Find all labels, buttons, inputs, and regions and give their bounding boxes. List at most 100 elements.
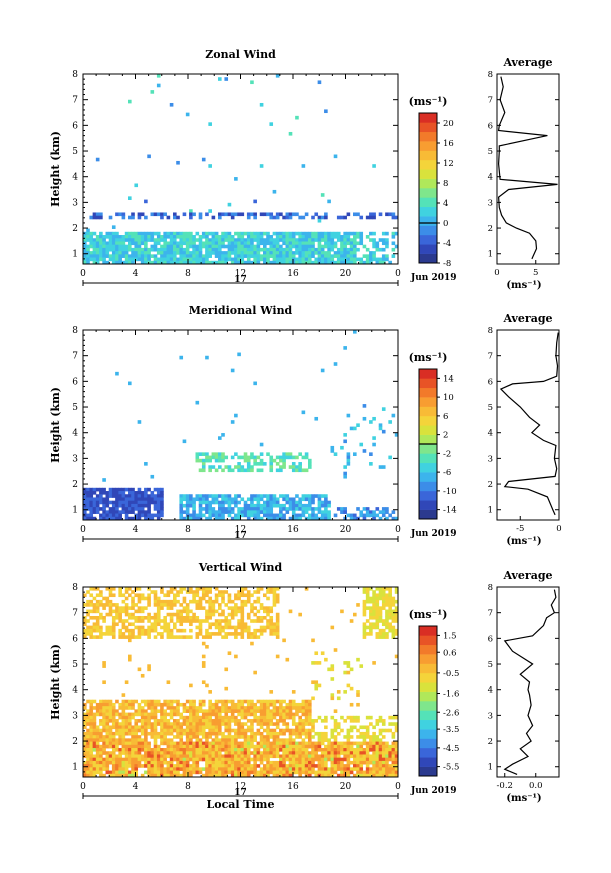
colorbar-tick-label: 2 (443, 431, 448, 441)
heatmap-cell (266, 625, 270, 630)
heatmap-cell (372, 741, 376, 746)
heatmap-cell (327, 770, 331, 775)
heatmap-cell (275, 215, 280, 220)
heatmap-cell (176, 160, 180, 165)
heatmap-cell (253, 757, 257, 762)
heatmap-cell (166, 612, 171, 617)
heatmap-cell (266, 699, 270, 704)
heatmap-cells (83, 330, 399, 521)
colorbar-tick-label: -2.6 (443, 708, 459, 718)
heatmap-cell (185, 748, 190, 752)
heatmap-cell (272, 715, 277, 720)
heatmap-cell (381, 603, 386, 607)
heatmap-cell (182, 241, 187, 246)
colorbar-swatch (419, 663, 437, 674)
heatmap-cell (227, 212, 232, 217)
heatmap-cell (83, 494, 87, 498)
heatmap-cell (343, 661, 347, 665)
heatmap-cell (179, 251, 184, 255)
heatmap-cell (221, 722, 225, 726)
heatmap-cell (169, 590, 174, 594)
heatmap-cell (253, 244, 257, 249)
heatmap-cell (266, 728, 270, 733)
heatmap-cell (144, 628, 148, 633)
heatmap-cell (298, 751, 302, 755)
heatmap-cell (195, 764, 200, 768)
heatmap-cell (147, 719, 151, 723)
heatmap-cell (166, 728, 171, 733)
heatmap-cell (102, 596, 106, 601)
heatmap-cell (121, 741, 126, 746)
heatmap-cell (95, 625, 100, 630)
heatmap-cell (140, 712, 145, 717)
heatmap-cell (275, 748, 280, 752)
heatmap-cell (166, 680, 171, 685)
colorbar-frame (418, 625, 438, 777)
heatmap-cell (124, 757, 129, 762)
heatmap-cell (224, 741, 229, 746)
heatmap-cell (234, 413, 238, 418)
heatmap-cell (394, 725, 399, 730)
heatmap-cell (92, 241, 97, 246)
heatmap-cell (256, 596, 261, 601)
colorbar-swatch (419, 644, 437, 655)
heatmap-cell (83, 635, 87, 639)
heatmap-cell (147, 757, 151, 762)
heatmap-cell (121, 702, 126, 707)
heatmap-cell (211, 465, 216, 469)
heatmap-cell (311, 760, 315, 765)
heatmap-cell (378, 612, 383, 617)
heatmap-cell (169, 764, 174, 768)
heatmap-cell (246, 507, 251, 511)
heatmap-cell (111, 516, 116, 521)
heatmap-cell (111, 622, 116, 627)
heatmap-cell (272, 712, 277, 717)
heatmap-cell (108, 751, 113, 755)
heatmap-cell (189, 254, 193, 258)
heatmap-cell (189, 516, 193, 521)
heatmap-cell (160, 257, 164, 262)
heatmap-cell (221, 458, 225, 463)
heatmap-cell (246, 458, 251, 463)
heatmap-cell (150, 622, 155, 627)
heatmap-cell (160, 748, 164, 752)
heatmap-cell (176, 757, 180, 762)
heatmap-cell (346, 738, 351, 742)
heatmap-cell (272, 603, 277, 607)
heatmap-cell (259, 247, 264, 252)
heatmap-cell (160, 757, 164, 762)
heatmap-cell (308, 231, 312, 236)
heatmap-cell (173, 764, 177, 768)
heatmap-cell (327, 244, 331, 249)
heatmap-cell (182, 748, 187, 752)
heatmap-cell (227, 751, 232, 755)
heatmap-cell (92, 706, 97, 710)
heatmap-cell (92, 487, 97, 492)
heatmap-cell (176, 764, 180, 768)
heatmap-cell (201, 500, 206, 505)
heatmap-cell (179, 728, 184, 733)
heatmap-cell (111, 757, 116, 762)
heatmap-cell (266, 702, 270, 707)
heatmap-cell (378, 619, 383, 623)
heatmap-cell (324, 754, 328, 759)
heatmap-cell (89, 764, 94, 768)
colorbar-tick-label: -1.6 (443, 690, 459, 700)
heatmap-cell (108, 254, 113, 258)
heatmap-cell (86, 599, 90, 604)
heatmap-cell (111, 231, 116, 236)
heatmap-cell (124, 494, 129, 498)
heatmap-cell (359, 735, 364, 739)
heatmap-cell (381, 599, 386, 604)
heatmap-cell (137, 254, 142, 258)
heatmap-cell (237, 699, 241, 704)
heatmap-cell (266, 241, 270, 246)
heatmap-cell (391, 516, 396, 521)
heatmap-cell (365, 744, 370, 749)
average-x-tick-label: 5 (533, 268, 538, 278)
heatmap-cell (147, 628, 151, 633)
heatmap-cell (147, 744, 151, 749)
heatmap-cell (353, 748, 357, 752)
heatmap-cell (99, 507, 103, 511)
heatmap-cell (275, 767, 280, 771)
